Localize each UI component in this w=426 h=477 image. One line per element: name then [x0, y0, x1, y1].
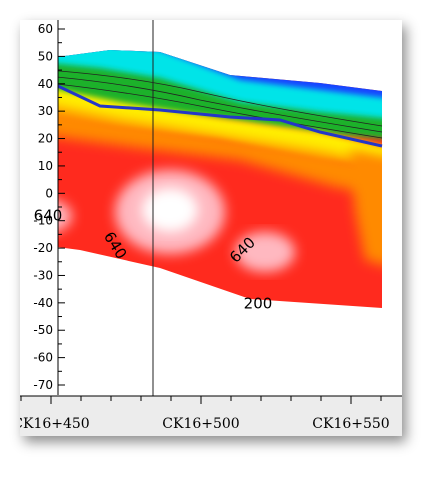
heatmap-body — [58, 50, 382, 308]
y-tick-label: -10 — [33, 214, 53, 228]
y-tick-label: -20 — [33, 241, 53, 255]
y-tick-label: -70 — [33, 378, 53, 392]
x-axis-band — [20, 396, 402, 436]
y-tick-label: 40 — [38, 77, 53, 91]
y-tick-label: -50 — [33, 323, 53, 337]
resistivity-section-chart: 60 50 40 30 20 10 0 -10 -20 -30 -40 -50 -60 -70 CK16+… — [20, 20, 402, 436]
y-tick-label: -40 — [33, 296, 53, 310]
y-tick-label: -60 — [33, 351, 53, 365]
contour-label: 640 — [34, 207, 63, 225]
y-tick-label: 50 — [38, 49, 53, 63]
x-tick-label: CK16+500 — [162, 416, 239, 432]
y-tick-label: 0 — [45, 186, 53, 200]
y-tick-label: 60 — [38, 22, 53, 36]
y-tick-label: 10 — [38, 159, 53, 173]
y-tick-label: 30 — [38, 104, 53, 118]
x-tick-label: CK16+450 — [20, 416, 90, 432]
contour-label: 200 — [244, 294, 273, 312]
y-axis: 60 50 40 30 20 10 0 -10 -20 -30 -40 -50 -60 -70 — [33, 22, 65, 392]
y-tick-label: 20 — [38, 132, 53, 146]
y-tick-label: -30 — [33, 268, 53, 282]
x-tick-label: CK16+550 — [312, 416, 389, 432]
bedrock-boundary-line — [58, 84, 383, 148]
x-axis: CK16+450 CK16+500 CK16+550 — [20, 396, 390, 432]
chart-frame: 60 50 40 30 20 10 0 -10 -20 -30 -40 -50 -60 -70 CK16+… — [20, 20, 402, 436]
